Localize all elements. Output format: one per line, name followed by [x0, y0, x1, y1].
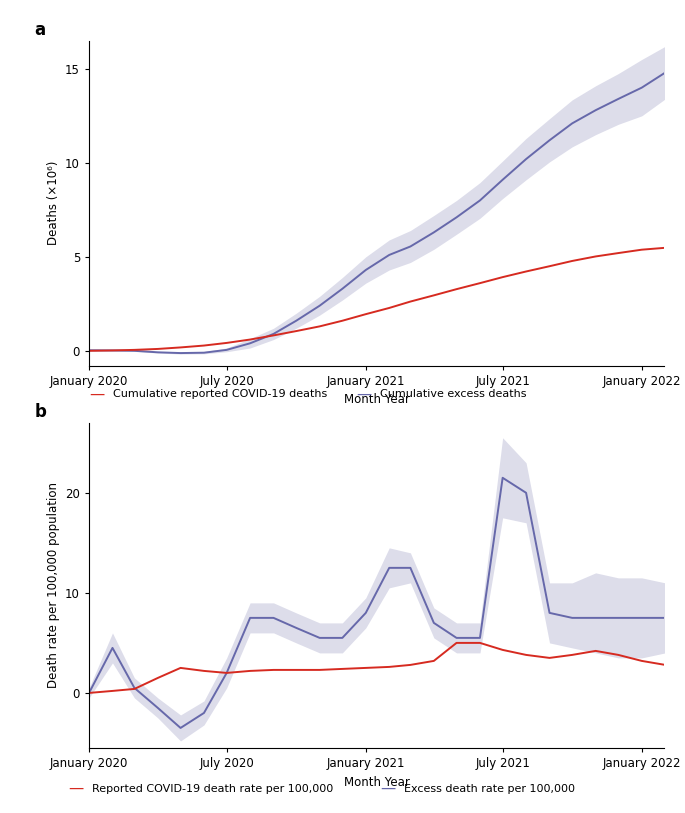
Text: —: —: [89, 387, 104, 402]
X-axis label: Month Year: Month Year: [344, 393, 410, 406]
Text: Reported COVID-19 death rate per 100,000: Reported COVID-19 death rate per 100,000: [92, 784, 334, 793]
Text: b: b: [34, 403, 47, 421]
Text: —: —: [356, 387, 371, 402]
Text: a: a: [34, 21, 45, 39]
Text: Cumulative reported COVID-19 deaths: Cumulative reported COVID-19 deaths: [113, 389, 327, 399]
Y-axis label: Death rate per 100,000 population: Death rate per 100,000 population: [47, 482, 60, 689]
Text: —: —: [380, 781, 395, 796]
Text: —: —: [68, 781, 84, 796]
Text: Cumulative excess deaths: Cumulative excess deaths: [380, 389, 527, 399]
Text: Excess death rate per 100,000: Excess death rate per 100,000: [404, 784, 575, 793]
Y-axis label: Deaths (×10⁶): Deaths (×10⁶): [47, 161, 60, 246]
X-axis label: Month Year: Month Year: [344, 776, 410, 789]
